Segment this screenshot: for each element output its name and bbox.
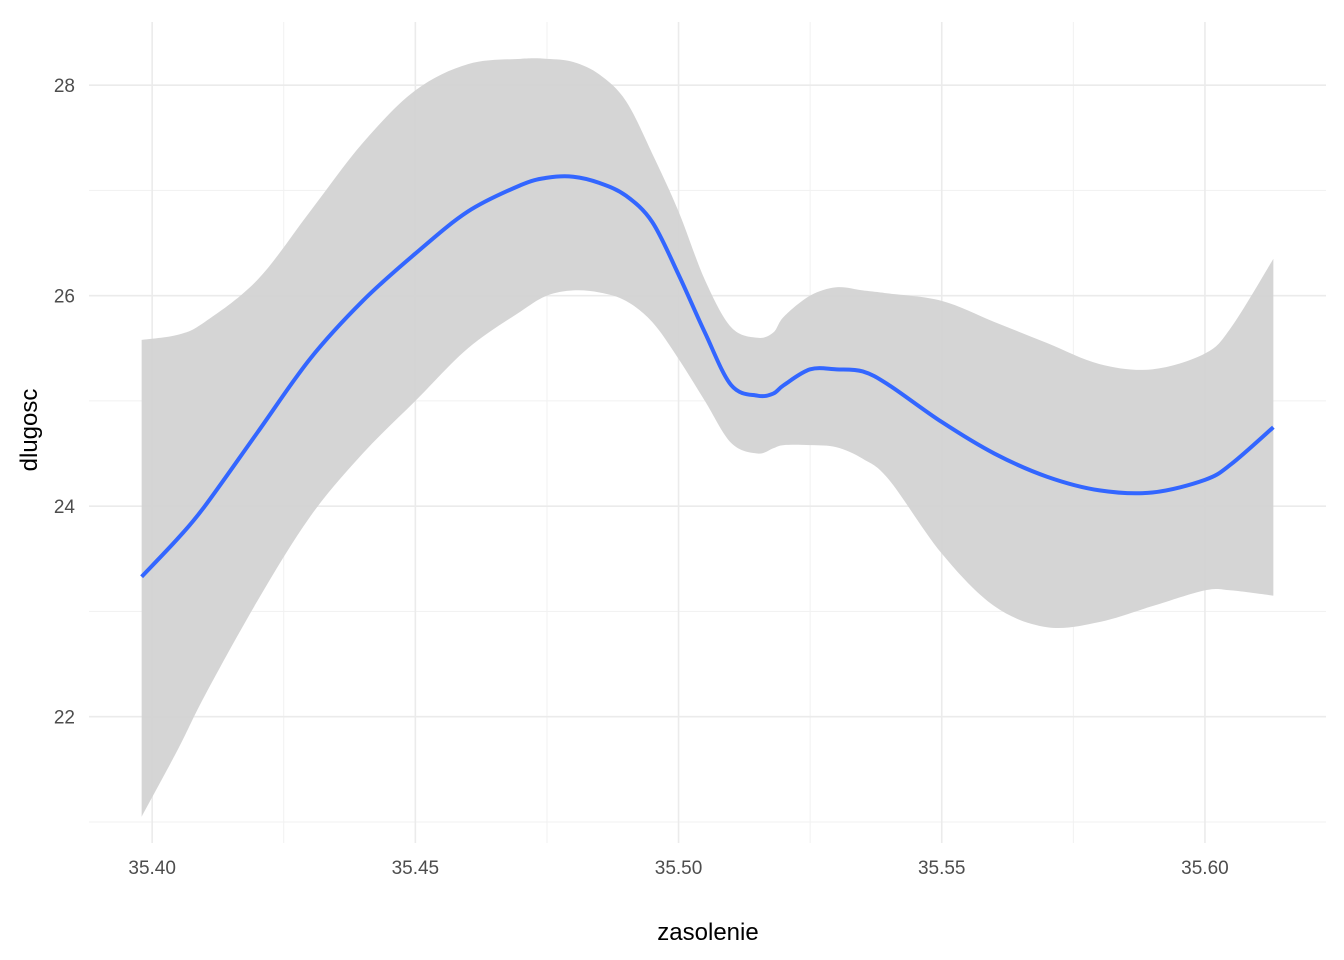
confidence-band-layer — [141, 58, 1274, 817]
x-tick-label: 35.45 — [392, 858, 440, 879]
y-tick-label: 24 — [54, 497, 76, 518]
confidence-band — [141, 58, 1274, 817]
y-tick-label: 22 — [54, 708, 75, 729]
x-tick-label: 35.60 — [1181, 858, 1229, 879]
y-axis-tick-labels: 22 24 26 28 — [54, 76, 76, 729]
y-tick-label: 28 — [54, 76, 75, 97]
x-axis-tick-labels: 35.40 35.45 35.50 35.55 35.60 — [128, 858, 1228, 879]
x-tick-label: 35.40 — [128, 858, 176, 879]
smooth-line-layer — [140, 174, 1275, 579]
y-tick-label: 26 — [54, 287, 75, 308]
x-tick-label: 35.50 — [655, 858, 703, 879]
y-axis-title: dlugosc — [16, 389, 43, 472]
smooth-line — [140, 174, 1275, 579]
x-tick-label: 35.55 — [918, 858, 966, 879]
x-axis-title: zasolenie — [657, 919, 758, 946]
